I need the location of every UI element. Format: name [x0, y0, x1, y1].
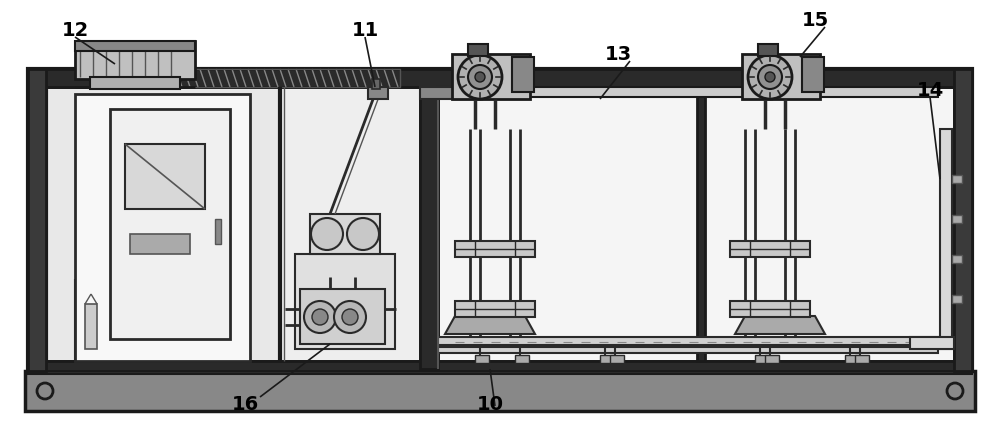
- Bar: [855, 355, 869, 363]
- Text: 10: 10: [477, 395, 504, 414]
- Bar: [28, 70, 972, 88]
- Circle shape: [475, 73, 485, 83]
- Bar: [742, 55, 820, 100]
- Bar: [758, 45, 778, 57]
- Bar: [802, 58, 824, 93]
- Bar: [438, 347, 938, 353]
- Bar: [280, 88, 420, 361]
- Bar: [110, 110, 230, 339]
- Circle shape: [347, 218, 379, 250]
- Bar: [120, 70, 400, 88]
- Bar: [438, 88, 700, 361]
- Circle shape: [947, 383, 963, 399]
- Bar: [952, 216, 962, 224]
- Text: 12: 12: [61, 20, 89, 39]
- Circle shape: [312, 309, 328, 325]
- Circle shape: [758, 66, 782, 90]
- Circle shape: [468, 66, 492, 90]
- Bar: [28, 369, 972, 374]
- Text: 11: 11: [351, 20, 379, 39]
- Bar: [28, 70, 46, 371]
- Bar: [452, 55, 530, 100]
- Bar: [90, 78, 180, 90]
- Bar: [468, 45, 488, 57]
- Bar: [28, 70, 972, 369]
- Circle shape: [342, 309, 358, 325]
- Bar: [75, 42, 195, 52]
- Polygon shape: [445, 316, 535, 334]
- Text: 16: 16: [231, 395, 259, 414]
- Bar: [420, 88, 438, 369]
- Bar: [75, 42, 195, 80]
- Bar: [215, 220, 221, 244]
- Text: 13: 13: [604, 46, 632, 64]
- Bar: [300, 289, 385, 344]
- Bar: [700, 88, 954, 361]
- Circle shape: [334, 301, 366, 333]
- Bar: [755, 355, 769, 363]
- Bar: [940, 130, 952, 349]
- Bar: [730, 241, 810, 257]
- Bar: [368, 88, 388, 100]
- Bar: [952, 295, 962, 303]
- Bar: [475, 355, 489, 363]
- Bar: [952, 176, 962, 184]
- Bar: [125, 145, 205, 210]
- Bar: [438, 88, 938, 98]
- Polygon shape: [735, 316, 825, 334]
- Circle shape: [458, 56, 502, 100]
- Bar: [130, 234, 190, 254]
- Circle shape: [765, 73, 775, 83]
- Bar: [910, 337, 954, 349]
- Bar: [455, 241, 535, 257]
- Bar: [46, 88, 280, 361]
- Bar: [372, 80, 380, 90]
- Bar: [512, 58, 534, 93]
- Bar: [515, 355, 529, 363]
- Circle shape: [311, 218, 343, 250]
- Bar: [954, 70, 972, 371]
- Bar: [765, 355, 779, 363]
- Bar: [438, 337, 938, 345]
- Circle shape: [304, 301, 336, 333]
- Text: 14: 14: [916, 80, 944, 99]
- Bar: [952, 256, 962, 263]
- Bar: [295, 254, 395, 349]
- Bar: [310, 214, 380, 254]
- Circle shape: [748, 56, 792, 100]
- Bar: [85, 304, 97, 349]
- Bar: [697, 88, 705, 361]
- Bar: [610, 355, 624, 363]
- Bar: [25, 371, 975, 411]
- Circle shape: [37, 383, 53, 399]
- Bar: [420, 88, 480, 100]
- Bar: [455, 301, 535, 317]
- Bar: [75, 95, 250, 361]
- Bar: [600, 355, 614, 363]
- Text: 15: 15: [801, 10, 829, 30]
- Bar: [845, 355, 859, 363]
- Bar: [28, 361, 972, 371]
- Bar: [28, 70, 972, 371]
- Bar: [730, 301, 810, 317]
